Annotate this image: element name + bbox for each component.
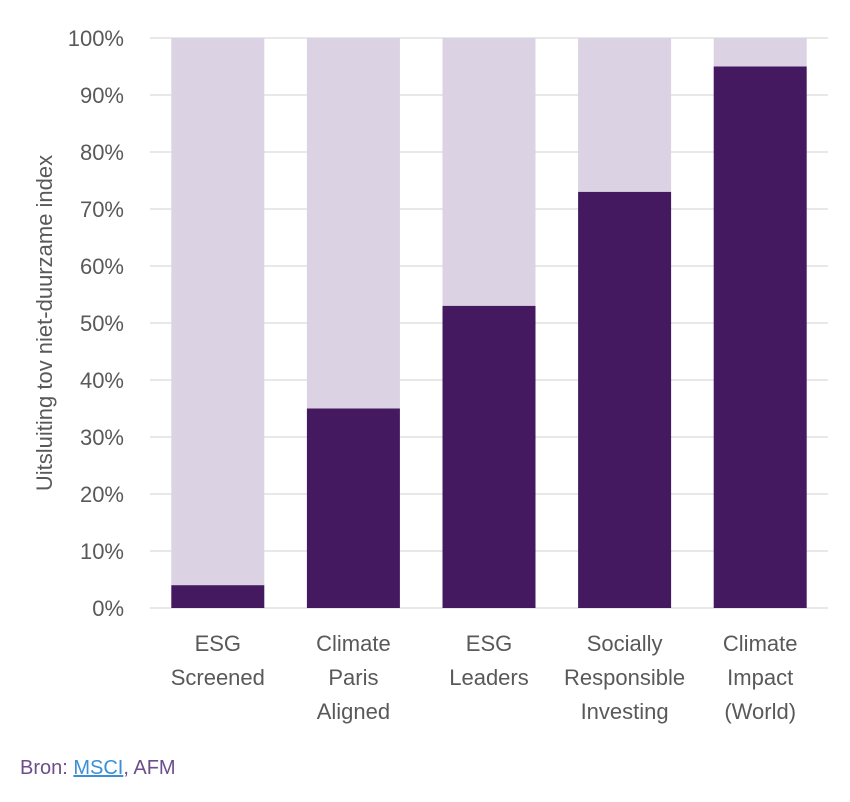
y-axis-tick-labels: 0% 10% 20% 30% 40% 50% 60% 70% 80% 90% 100% (68, 26, 124, 621)
y-tick-label: 40% (80, 368, 124, 393)
bar-remainder (171, 38, 265, 586)
y-axis-title: Uitsluiting tov niet-duurzame index (32, 155, 57, 491)
y-tick-label: 90% (80, 83, 124, 108)
bar-remainder (442, 38, 536, 306)
y-tick-label: 0% (92, 596, 124, 621)
source-link-msci[interactable]: MSCI (73, 757, 124, 779)
bars (171, 38, 807, 608)
y-tick-label: 80% (80, 140, 124, 165)
y-tick-label: 60% (80, 254, 124, 279)
x-axis-category-labels: ESG Screened Climate Paris Aligned ESG Leaders… (171, 631, 798, 724)
x-category-label: ESG Screened (171, 631, 265, 690)
source-prefix: Bron: (20, 757, 74, 779)
source-suffix: , AFM (123, 757, 176, 779)
x-category-label: Socially Responsible Investing (564, 631, 685, 724)
bar-value (713, 66, 807, 608)
y-tick-label: 20% (80, 482, 124, 507)
bar-remainder (713, 38, 807, 67)
bar-value (578, 191, 672, 608)
bar-remainder (306, 38, 400, 409)
y-tick-label: 100% (68, 26, 124, 51)
bar-value (306, 408, 400, 608)
y-tick-label: 50% (80, 311, 124, 336)
bar-chart: 0% 10% 20% 30% 40% 50% 60% 70% 80% 90% 100% ESG Scr… (32, 26, 828, 724)
source-line: Bron: MSCI, AFM (20, 757, 176, 780)
y-tick-label: 70% (80, 197, 124, 222)
y-tick-label: 10% (80, 539, 124, 564)
x-category-label: ESG Leaders (449, 631, 529, 690)
x-category-label: Climate Paris Aligned (316, 631, 391, 724)
bar-value (171, 585, 265, 608)
x-category-label: Climate Impact (World) (723, 631, 798, 724)
bar-value (442, 305, 536, 608)
y-tick-label: 30% (80, 425, 124, 450)
bar-remainder (578, 38, 672, 192)
